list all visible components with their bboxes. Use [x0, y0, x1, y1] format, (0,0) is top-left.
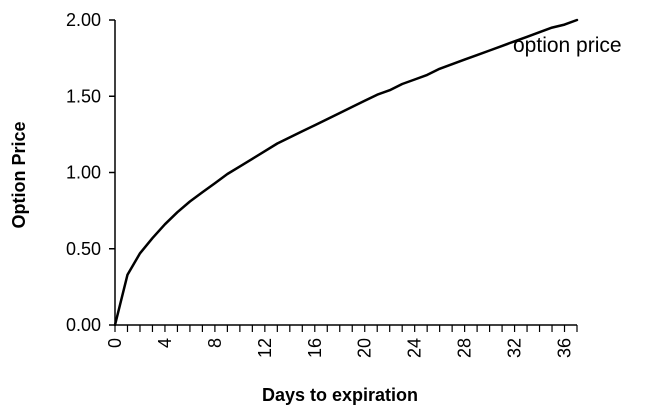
y-tick-label: 0.00 — [66, 315, 101, 335]
x-tick-label: 36 — [555, 338, 575, 358]
y-tick-label: 0.50 — [66, 239, 101, 259]
y-tick-label: 2.00 — [66, 10, 101, 30]
x-axis-title: Days to expiration — [262, 385, 418, 405]
y-tick-label: 1.00 — [66, 163, 101, 183]
y-axis-title: Option Price — [9, 121, 29, 228]
x-tick-label: 8 — [205, 338, 225, 348]
series-line-option-price — [113, 18, 579, 327]
y-axis: 0.00 0.50 1.00 1.50 2.00 — [66, 10, 116, 335]
x-tick-label: 4 — [155, 338, 175, 348]
x-tick-label: 12 — [255, 338, 275, 358]
x-tick-label: 28 — [455, 338, 475, 358]
y-tick-label: 1.50 — [66, 86, 101, 106]
x-tick-label: 16 — [305, 338, 325, 358]
x-tick-label: 32 — [505, 338, 525, 358]
series-label-option-price: option price — [513, 34, 622, 57]
x-tick-label: 20 — [355, 338, 375, 358]
x-axis: 0 4 8 12 16 20 24 28 32 36 — [105, 324, 578, 358]
x-tick-label: 0 — [105, 338, 125, 348]
series-lines — [113, 18, 579, 327]
x-tick-label: 24 — [405, 338, 425, 358]
